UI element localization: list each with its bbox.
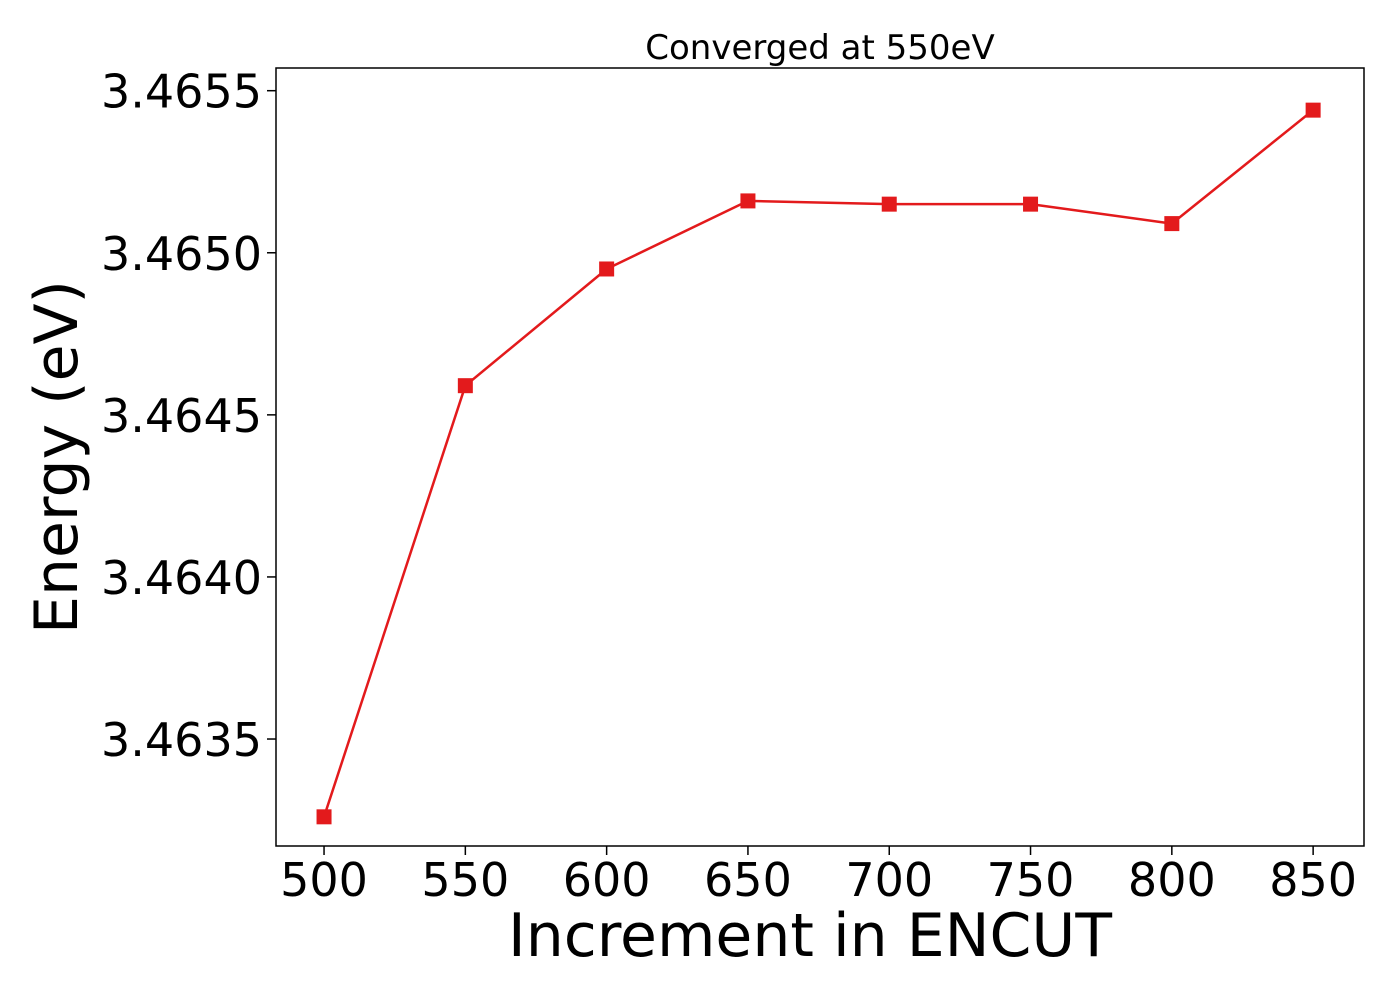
x-tick-label: 550	[421, 853, 509, 907]
data-point-marker	[1305, 102, 1321, 118]
y-axis: 3.4635 3.4640 3.4645 3.4650 3.4655	[101, 65, 276, 767]
x-tick-label: 700	[845, 853, 933, 907]
x-tick-label: 650	[704, 853, 792, 907]
data-point-marker	[457, 378, 473, 394]
data-point-marker	[599, 261, 615, 277]
x-axis: 500 550 600 650 700 750 800 850	[280, 846, 1357, 907]
plot-area	[316, 102, 1321, 825]
data-point-marker	[881, 196, 897, 212]
data-point-marker	[740, 193, 756, 209]
y-tick-label: 3.4650	[101, 227, 262, 281]
y-axis-label: Energy (eV)	[22, 280, 92, 634]
plot-frame	[275, 67, 1365, 847]
y-tick-label: 3.4645	[101, 389, 262, 443]
data-point-marker	[1023, 196, 1039, 212]
data-point-marker	[1164, 216, 1180, 232]
data-point-marker	[316, 809, 332, 825]
y-tick-label: 3.4655	[101, 65, 262, 119]
x-tick-label: 800	[1128, 853, 1216, 907]
x-axis-label: Increment in ENCUT	[508, 901, 1112, 971]
x-tick-label: 600	[563, 853, 651, 907]
x-tick-label: 750	[987, 853, 1075, 907]
series-line	[322, 109, 1314, 818]
x-tick-label: 500	[280, 853, 368, 907]
y-tick-label: 3.4640	[101, 551, 262, 605]
chart-title: Converged at 550eV	[645, 28, 994, 68]
x-tick-label: 850	[1269, 853, 1357, 907]
y-tick-label: 3.4635	[101, 713, 262, 767]
